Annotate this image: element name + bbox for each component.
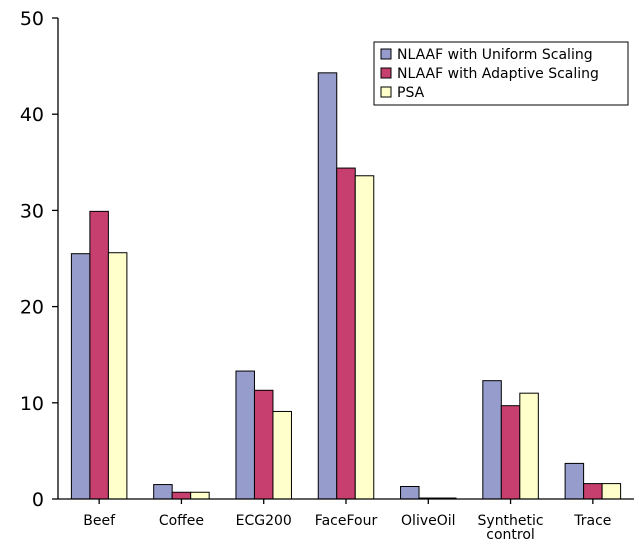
bar-nlaaf-with-adaptive-scaling-trace — [583, 483, 603, 500]
x-tick-label: control — [486, 527, 535, 543]
x-tick-label: ECG200 — [236, 513, 292, 529]
y-tick-label: 30 — [20, 200, 44, 222]
x-tick-label: Synthetic — [478, 513, 544, 529]
bar-psa-beef — [107, 252, 128, 500]
bar-nlaaf-with-uniform-scaling-coffee — [153, 484, 173, 500]
bar-nlaaf-with-uniform-scaling-ecg200 — [235, 370, 255, 500]
bar-psa-ecg200 — [272, 410, 292, 500]
legend-label-nlaaf-with-uniform-scaling: NLAAF with Uniform Scaling — [397, 47, 593, 63]
bar-nlaaf-with-adaptive-scaling-beef — [89, 210, 109, 500]
y-tick-label: 20 — [20, 297, 44, 319]
bar-nlaaf-with-adaptive-scaling-coffee — [171, 491, 192, 500]
bar-nlaaf-with-uniform-scaling-oliveoil — [400, 485, 420, 500]
y-tick-label: 0 — [32, 489, 44, 511]
bar-psa-trace — [601, 483, 622, 500]
bar-psa-coffee — [190, 491, 210, 500]
y-axis-ticks: 0 10 20 30 40 50 — [20, 8, 58, 511]
y-tick-label: 50 — [20, 8, 44, 30]
bar-nlaaf-with-adaptive-scaling-ecg200 — [253, 389, 274, 500]
bar-nlaaf-with-uniform-scaling-facefour — [317, 72, 338, 500]
x-tick-label: Trace — [573, 513, 611, 529]
x-tick-label: Beef — [83, 513, 116, 529]
legend-box — [373, 41, 629, 106]
bar-nlaaf-with-adaptive-scaling-facefour — [336, 167, 356, 500]
bar-psa-synthetic-control — [519, 392, 539, 500]
bar-psa-facefour — [354, 175, 375, 500]
bar-nlaaf-with-adaptive-scaling-synthetic-control — [500, 405, 521, 500]
bar-nlaaf-with-uniform-scaling-trace — [564, 462, 585, 500]
legend-swatch-nlaaf-with-adaptive-scaling — [380, 67, 392, 79]
y-tick-label: 10 — [20, 393, 44, 415]
x-tick-label: OliveOil — [401, 513, 456, 529]
bar-nlaaf-with-uniform-scaling-beef — [70, 253, 91, 500]
x-tick-label: FaceFour — [315, 513, 378, 529]
x-tick-label: Coffee — [159, 513, 204, 529]
legend-swatch-psa — [380, 86, 392, 98]
legend-label-psa: PSA — [397, 85, 425, 101]
legend-swatch-nlaaf-with-uniform-scaling — [380, 48, 392, 60]
y-tick-label: 40 — [20, 104, 44, 126]
bars-layer — [70, 72, 622, 500]
legend: NLAAF with Uniform Scaling NLAAF with Ada… — [373, 41, 629, 106]
legend-label-nlaaf-with-adaptive-scaling: NLAAF with Adaptive Scaling — [397, 66, 599, 82]
bar-nlaaf-with-uniform-scaling-synthetic-control — [482, 380, 502, 500]
x-axis-ticks: Beef Coffee ECG200 FaceFour OliveOil Syntheti… — [83, 499, 611, 543]
